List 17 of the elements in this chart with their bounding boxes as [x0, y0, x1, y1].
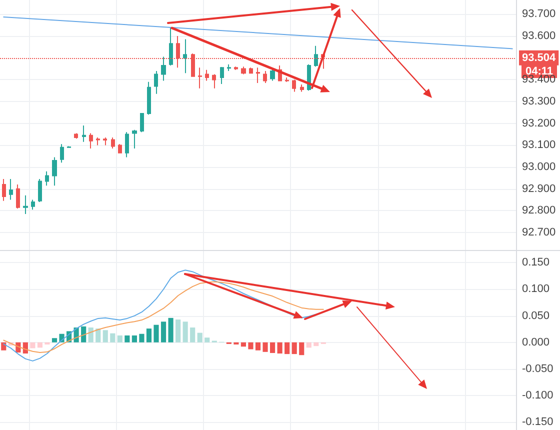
y-tick-label: 0.150 [522, 256, 550, 269]
y-tick-label: 93.200 [522, 117, 556, 130]
y-tick-label: 93.700 [522, 8, 556, 20]
y-tick-label: 0.000 [522, 336, 550, 348]
y-tick-label: 93.100 [522, 139, 556, 152]
y-tick-label: 93.600 [522, 30, 556, 42]
y-tick-label: -0.150 [522, 416, 554, 428]
y-tick-label: 92.900 [522, 182, 556, 195]
y-tick-label: 93.000 [522, 161, 556, 174]
y-tick-label: -0.100 [522, 389, 554, 402]
y-tick-label: 0.100 [522, 283, 550, 296]
y-tick-label: 92.800 [522, 204, 556, 217]
y-tick-label: -0.050 [522, 362, 554, 375]
y-tick-label: 93.300 [522, 96, 556, 108]
y-tick-label: 92.700 [522, 226, 556, 239]
y-tick-label: 0.050 [522, 310, 550, 322]
ref-line-label: 93.504 [522, 52, 557, 64]
